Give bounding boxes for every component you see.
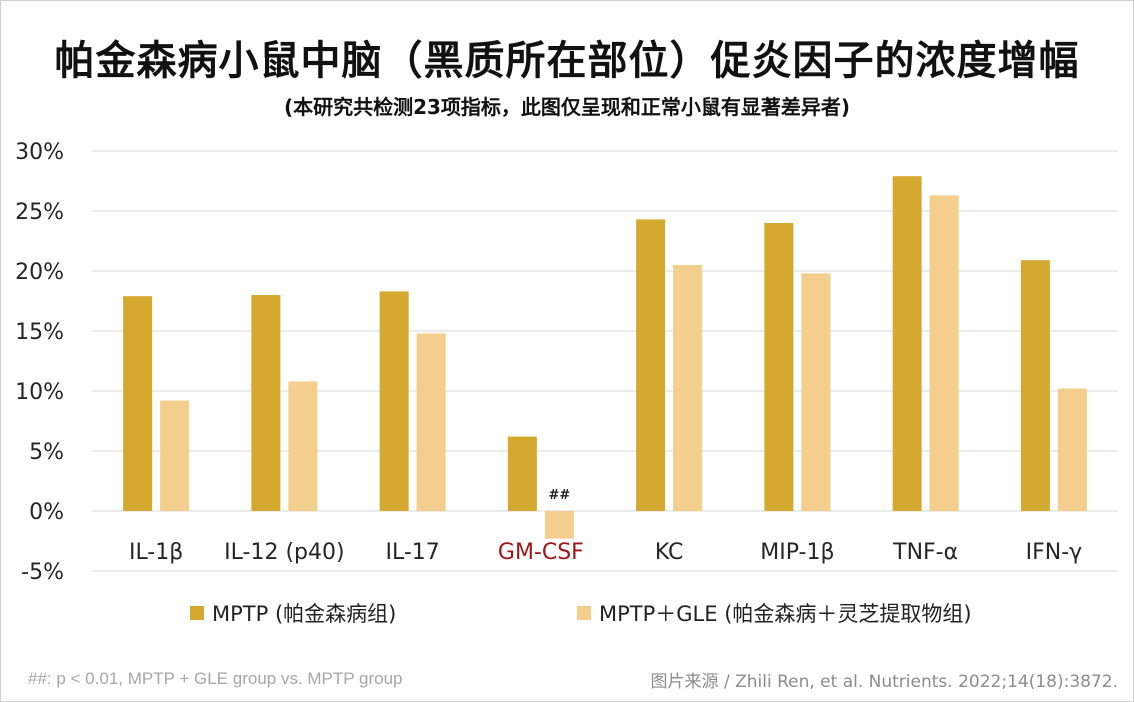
legend-label-mptp-gle: MPTP＋GLE (帕金森病＋灵芝提取物组) xyxy=(599,602,972,626)
chart-subtitle: (本研究共检测23项指标，此图仅呈现和正常小鼠有显著差异者) xyxy=(283,95,851,119)
x-category-label: TNF-α xyxy=(892,540,958,565)
legend-item-mptp: MPTP (帕金森病组) xyxy=(190,598,396,628)
x-category-label: IFN-γ xyxy=(1026,540,1083,565)
y-tick-label: 20% xyxy=(15,260,64,285)
bar-mptp xyxy=(379,291,409,511)
bar-mptp xyxy=(636,219,666,511)
bar-mptp-gle xyxy=(801,273,831,511)
chart-legend: MPTP (帕金森病组) MPTP＋GLE (帕金森病＋灵芝提取物组) xyxy=(0,598,1134,628)
x-category-label: IL-12 (p40) xyxy=(224,540,344,565)
legend-label-mptp: MPTP (帕金森病组) xyxy=(212,602,397,626)
y-tick-label: 10% xyxy=(15,380,64,405)
bar-mptp-gle xyxy=(673,265,703,511)
significance-footnote: ##: p < 0.01, MPTP + GLE group vs. MPTP … xyxy=(28,669,403,688)
legend-swatch-mptp-gle xyxy=(577,606,591,620)
significance-marker: ## xyxy=(548,488,570,503)
y-tick-label: -5% xyxy=(21,560,64,585)
x-category-label: IL-17 xyxy=(385,540,439,565)
source-citation: 图片来源 / Zhili Ren, et al. Nutrients. 2022… xyxy=(650,672,1118,692)
y-tick-label: 30% xyxy=(15,140,64,165)
x-category-label: MIP-1β xyxy=(760,540,834,565)
bar-mptp xyxy=(251,295,281,511)
bar-mptp xyxy=(892,176,922,511)
bar-mptp xyxy=(507,436,537,511)
legend-swatch-mptp xyxy=(190,606,204,620)
y-tick-label: 25% xyxy=(15,200,64,225)
bar-mptp-gle xyxy=(160,400,190,511)
x-category-label: KC xyxy=(655,540,684,565)
bar-mptp xyxy=(123,296,153,511)
bar-mptp-gle xyxy=(544,511,574,539)
y-tick-label: 0% xyxy=(29,500,64,525)
bar-mptp xyxy=(764,223,794,511)
y-tick-label: 5% xyxy=(29,440,64,465)
x-category-label: IL-1β xyxy=(129,540,183,565)
y-tick-label: 15% xyxy=(15,320,64,345)
bar-mptp-gle xyxy=(416,333,446,511)
legend-item-mptp-gle: MPTP＋GLE (帕金森病＋灵芝提取物组) xyxy=(577,598,972,628)
bar-mptp xyxy=(1020,260,1050,511)
bar-mptp-gle xyxy=(929,195,959,511)
x-category-label: GM-CSF xyxy=(498,540,584,565)
chart-title: 帕金森病小鼠中脑（黑质所在部位）促炎因子的浓度增幅 xyxy=(54,38,1080,84)
bar-mptp-gle xyxy=(1057,388,1087,511)
bar-mptp-gle xyxy=(288,381,318,511)
